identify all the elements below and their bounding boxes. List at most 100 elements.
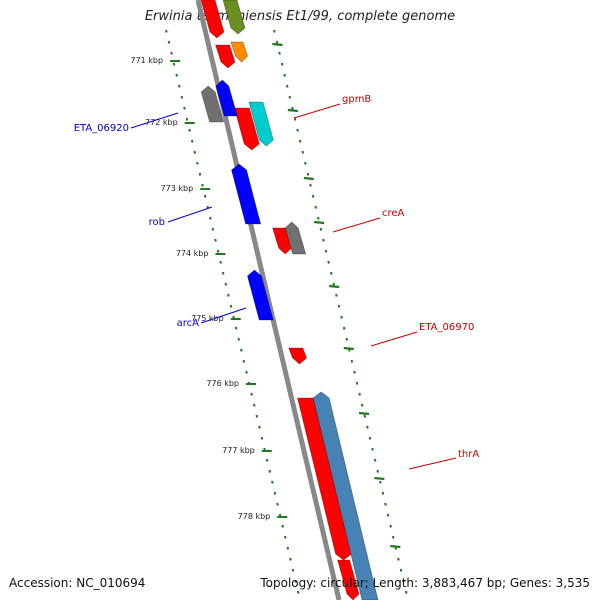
gene-feature xyxy=(215,44,236,69)
scale-tick-label: 774 kbp xyxy=(176,249,209,258)
major-tick-right xyxy=(303,176,314,181)
scale-tick-label: 772 kbp xyxy=(145,118,178,127)
ruler-dot-right xyxy=(329,271,333,275)
ruler-dot-right xyxy=(368,436,372,440)
scale-tick-label: 776 kbp xyxy=(206,379,239,388)
scale-tick-label: 777 kbp xyxy=(222,446,255,455)
ruler-dot-left xyxy=(289,557,292,561)
ruler-dot-right xyxy=(309,183,312,187)
ruler-dot-right xyxy=(296,128,299,132)
gene-feature xyxy=(200,0,225,39)
gene-label: ETA_06970 xyxy=(419,322,474,333)
ruler-dot-left xyxy=(190,139,194,143)
gene-leader-line xyxy=(293,103,341,119)
ruler-dot-left xyxy=(252,403,256,407)
scale-tick-label: 771 kbp xyxy=(130,56,163,65)
ruler-dot-left xyxy=(214,238,217,242)
ruler-dot-right xyxy=(293,117,297,121)
ruler-dot-right xyxy=(275,40,279,44)
ruler-dot-left xyxy=(221,271,225,275)
gene-leader-line xyxy=(167,206,213,223)
ruler-dot-left xyxy=(245,370,248,374)
ruler-dot-left xyxy=(178,84,181,88)
ruler-dot-right xyxy=(360,403,364,407)
ruler-dot-left xyxy=(255,414,259,418)
gene-feature xyxy=(246,269,274,321)
ruler-dot-left xyxy=(294,579,297,583)
ruler-dot-right xyxy=(384,502,387,506)
ruler-dot-right xyxy=(317,216,320,220)
ruler-dot-left xyxy=(165,29,168,33)
ruler-dot-right xyxy=(366,425,369,429)
ruler-dot-right xyxy=(381,491,385,495)
ruler-dot-right xyxy=(288,95,292,99)
ruler-dot-left xyxy=(250,392,253,396)
ruler-dot-right xyxy=(350,359,354,363)
gene-label: rob xyxy=(149,217,165,228)
ruler-dot-left xyxy=(229,304,233,308)
genome-stats-text: Topology: circular; Length: 3,883,467 bp… xyxy=(260,576,590,590)
major-tick-right xyxy=(390,544,401,549)
ruler-dot-right xyxy=(301,150,305,154)
ruler-dot-left xyxy=(216,249,220,253)
major-tick-right xyxy=(329,284,340,289)
ruler-dot-left xyxy=(227,293,230,297)
scale-tick-label: 775 kbp xyxy=(191,314,224,323)
ruler-dot-left xyxy=(273,491,277,495)
ruler-dot-right xyxy=(371,447,374,451)
gene-feature xyxy=(272,227,293,255)
ruler-dot-right xyxy=(379,480,382,484)
ruler-dot-right xyxy=(340,315,343,319)
major-tick-right xyxy=(272,42,283,47)
scale-tick-label: 778 kbp xyxy=(238,512,271,521)
ruler-dot-left xyxy=(201,183,204,187)
ruler-dot-right xyxy=(306,172,310,176)
ruler-dot-right xyxy=(335,293,338,297)
ruler-dot-left xyxy=(276,502,279,506)
ruler-dot-left xyxy=(291,568,295,572)
ruler-dot-left xyxy=(172,62,176,66)
ruler-dot-right xyxy=(358,392,361,396)
ruler-dot-left xyxy=(224,282,228,286)
ruler-ticks xyxy=(165,29,408,594)
ruler-dot-left xyxy=(240,348,243,352)
ruler-dot-left xyxy=(286,546,290,550)
ruler-dot-right xyxy=(376,469,380,473)
ruler-dot-right xyxy=(286,84,289,88)
ruler-dot-left xyxy=(234,326,238,330)
ruler-dot-left xyxy=(170,51,173,55)
map-title: Erwinia tasmaniensis Et1/99, complete ge… xyxy=(144,9,456,24)
ruler-dot-left xyxy=(180,95,184,99)
ruler-dot-left xyxy=(183,106,186,110)
ruler-dot-right xyxy=(324,249,328,253)
ruler-dot-left xyxy=(167,40,171,44)
ruler-dot-right xyxy=(353,370,356,374)
gene-feature xyxy=(222,0,246,35)
ruler-dot-right xyxy=(363,414,367,418)
ruler-dot-left xyxy=(283,535,287,539)
gene-feature xyxy=(337,559,360,600)
ruler-dot-right xyxy=(404,590,408,594)
ruler-dot-right xyxy=(342,326,346,330)
ruler-dot-right xyxy=(355,381,359,385)
ruler-dot-left xyxy=(198,172,202,176)
gene-leader-line xyxy=(200,307,247,324)
gene-leader-line xyxy=(332,217,381,233)
accession-text: Accession: NC_010694 xyxy=(9,576,146,590)
ruler-dot-right xyxy=(311,194,315,198)
gene-feature xyxy=(230,41,249,63)
ruler-dot-left xyxy=(258,425,261,429)
gene-feature xyxy=(215,79,238,117)
ruler-dot-left xyxy=(237,337,241,341)
ruler-dot-right xyxy=(273,29,276,33)
ruler-dot-right xyxy=(278,51,281,55)
ruler-dot-right xyxy=(291,106,294,110)
ruler-dot-left xyxy=(203,194,207,198)
gene-leader-line xyxy=(408,457,457,470)
ruler-dot-right xyxy=(373,458,377,462)
gene-label: arcA xyxy=(177,318,200,329)
gene-label: thrA xyxy=(458,449,479,460)
gene-label: ETA_06920 xyxy=(74,123,129,134)
